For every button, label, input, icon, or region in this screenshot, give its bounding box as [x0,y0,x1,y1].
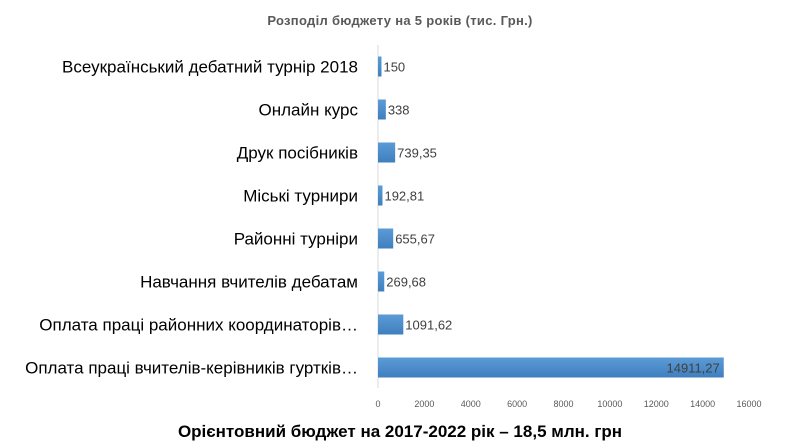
bar [378,99,386,120]
x-tick-label: 2000 [414,399,434,409]
category-label: Друк посібників [237,144,358,163]
bar [378,56,382,77]
category-label: Онлайн курс [259,101,359,120]
category-label: Оплата праці районних координаторів… [39,316,358,335]
x-tick-label: 12000 [644,399,669,409]
data-label: 269,68 [386,275,426,290]
bar [378,185,383,206]
x-tick-label: 6000 [507,399,527,409]
data-label: 150 [383,60,405,75]
chart-title: Розподіл бюджету на 5 років (тис. Грн.) [267,13,533,28]
bar [378,357,724,378]
bar [378,142,396,163]
data-label: 1091,62 [405,318,452,333]
bar [378,271,385,292]
x-tick-label: 4000 [461,399,481,409]
category-label: Районні турніри [234,230,358,249]
category-label: Навчання вчителів дебатам [140,273,358,292]
x-tick-label: 0 [375,399,380,409]
data-label: 14911,27 [666,361,719,376]
category-label: Оплата праці вчителів-керівників гуртків… [25,359,358,378]
footer-caption: Орієнтовний бюджет на 2017-2022 рік – 18… [177,422,623,441]
data-label: 338 [388,103,410,118]
x-tick-label: 14000 [690,399,715,409]
bar [378,314,404,335]
bar [378,228,394,249]
data-label: 655,67 [395,232,435,247]
category-label: Всеукраїнський дебатний турнір 2018 [62,58,358,77]
data-label: 192,81 [384,189,424,204]
category-label: Міські турнири [243,187,358,206]
x-tick-label: 10000 [597,399,622,409]
x-tick-label: 16000 [736,399,761,409]
x-tick-label: 8000 [553,399,573,409]
data-label: 739,35 [397,146,437,161]
